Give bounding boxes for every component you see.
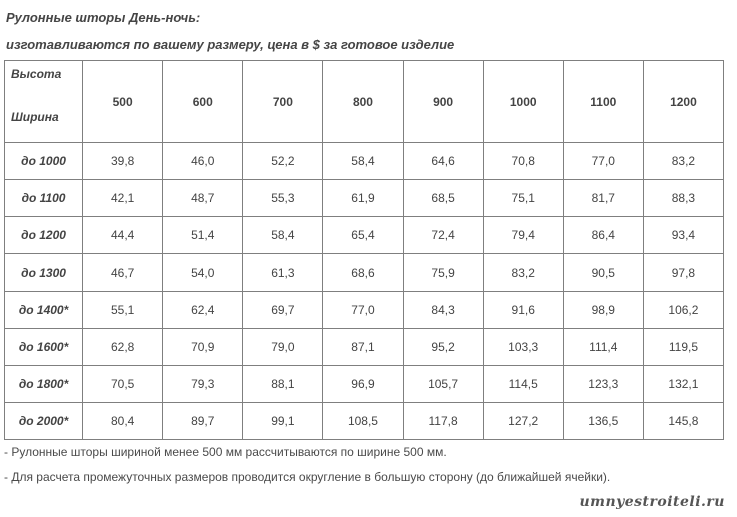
price-cell: 61,9 [322,179,404,218]
price-cell: 52,2 [242,142,324,181]
watermark-logo: umnyestroiteli.ru [579,494,725,510]
price-cell: 72,4 [402,216,484,255]
price-cell: 64,6 [402,142,484,181]
price-cell: 55,1 [82,290,164,329]
price-cell: 58,4 [322,142,404,181]
price-cell: 44,4 [82,216,164,255]
price-cell: 69,7 [242,290,324,329]
price-cell: 93,4 [642,216,725,255]
column-header: 1200 [642,59,725,144]
price-cell: 70,9 [162,327,244,366]
column-header: 1000 [482,59,564,144]
price-cell: 97,8 [642,253,725,292]
price-cell: 55,3 [242,179,324,218]
width-axis-label: Ширина [11,110,59,125]
price-cell: 90,5 [562,253,644,292]
row-header: до 1000 [3,142,84,181]
column-header: 500 [82,59,164,144]
price-cell: 103,3 [482,327,564,366]
price-cell: 79,4 [482,216,564,255]
price-cell: 106,2 [642,290,725,329]
price-cell: 48,7 [162,179,244,218]
price-cell: 61,3 [242,253,324,292]
table-row: до 1600* 62,8 70,9 79,0 87,1 95,2 103,3 111,4 11… [3,327,725,366]
column-header: 800 [322,59,404,144]
price-cell: 132,1 [642,364,725,403]
price-cell: 114,5 [482,364,564,403]
price-cell: 54,0 [162,253,244,292]
price-cell: 79,3 [162,364,244,403]
note-min-width: - Рулонные шторы шириной менее 500 мм ра… [4,445,447,459]
title-line-1: Рулонные шторы День-ночь: [6,10,201,25]
price-cell: 88,3 [642,179,725,218]
price-cell: 83,2 [642,142,725,181]
price-cell: 81,7 [562,179,644,218]
price-cell: 91,6 [482,290,564,329]
price-cell: 87,1 [322,327,404,366]
table-row: до 2000* 80,4 89,7 99,1 108,5 117,8 127,2 136,5… [3,401,725,441]
price-cell: 51,4 [162,216,244,255]
column-header: 700 [242,59,324,144]
title-line-2: изготавливаются по вашему размеру, цена … [6,37,455,52]
price-cell: 95,2 [402,327,484,366]
price-cell: 136,5 [562,401,644,441]
row-header: до 1100 [3,179,84,218]
price-cell: 96,9 [322,364,404,403]
price-cell: 88,1 [242,364,324,403]
row-header: до 2000* [3,401,84,441]
price-cell: 79,0 [242,327,324,366]
price-table: Высота Ширина 500 600 700 800 900 1000 1… [3,59,725,441]
price-cell: 99,1 [242,401,324,441]
height-axis-label: Высота [11,67,62,81]
price-cell: 70,8 [482,142,564,181]
price-cell: 58,4 [242,216,324,255]
table-row: до 1800* 70,5 79,3 88,1 96,9 105,7 114,5 123,3 1… [3,364,725,403]
price-cell: 62,8 [82,327,164,366]
table-row: до 1000 39,8 46,0 52,2 58,4 64,6 70,8 77,0 83,2 [3,142,725,181]
row-header: до 1800* [3,364,84,403]
row-header: до 1400* [3,290,84,329]
price-cell: 145,8 [642,401,725,441]
price-cell: 98,9 [562,290,644,329]
table-row: до 1100 42,1 48,7 55,3 61,9 68,5 75,1 81,7 88,3 [3,179,725,218]
price-cell: 46,7 [82,253,164,292]
price-cell: 39,8 [82,142,164,181]
price-cell: 123,3 [562,364,644,403]
price-cell: 77,0 [322,290,404,329]
price-cell: 77,0 [562,142,644,181]
row-header: до 1200 [3,216,84,255]
note-rounding: - Для расчета промежуточных размеров про… [4,470,611,484]
row-header: до 1300 [3,253,84,292]
price-cell: 84,3 [402,290,484,329]
price-cell: 108,5 [322,401,404,441]
price-cell: 105,7 [402,364,484,403]
price-cell: 86,4 [562,216,644,255]
column-header: 1100 [562,59,644,144]
price-cell: 89,7 [162,401,244,441]
price-cell: 42,1 [82,179,164,218]
price-cell: 80,4 [82,401,164,441]
price-cell: 46,0 [162,142,244,181]
price-cell: 83,2 [482,253,564,292]
table-row: до 1200 44,4 51,4 58,4 65,4 72,4 79,4 86,4 93,4 [3,216,725,255]
header-row: Высота Ширина 500 600 700 800 900 1000 1… [3,59,725,144]
price-cell: 111,4 [562,327,644,366]
price-cell: 65,4 [322,216,404,255]
price-cell: 119,5 [642,327,725,366]
corner-cell: Высота Ширина [3,59,84,144]
table-row: до 1300 46,7 54,0 61,3 68,6 75,9 83,2 90,5 97,8 [3,253,725,292]
price-cell: 127,2 [482,401,564,441]
price-cell: 75,9 [402,253,484,292]
price-cell: 62,4 [162,290,244,329]
row-header: до 1600* [3,327,84,366]
price-cell: 117,8 [402,401,484,441]
column-header: 600 [162,59,244,144]
price-cell: 70,5 [82,364,164,403]
price-cell: 68,6 [322,253,404,292]
column-header: 900 [402,59,484,144]
price-cell: 75,1 [482,179,564,218]
price-cell: 68,5 [402,179,484,218]
table-row: до 1400* 55,1 62,4 69,7 77,0 84,3 91,6 98,9 106,… [3,290,725,329]
